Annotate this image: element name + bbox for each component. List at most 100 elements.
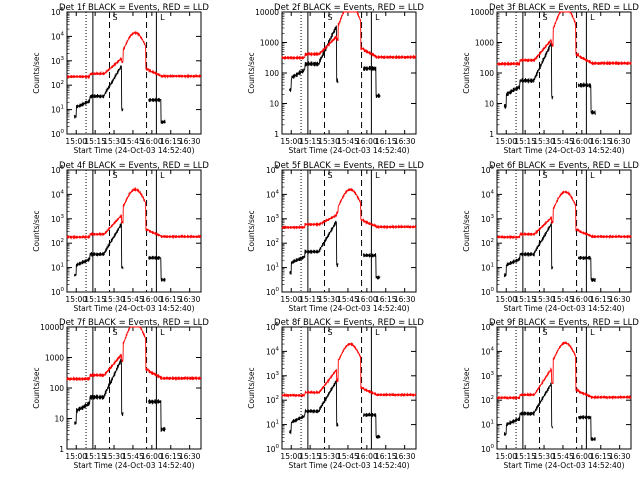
y-tick-label: 10000 <box>470 8 494 17</box>
series-events-line <box>288 25 381 98</box>
x-tick-label: 16:30 <box>179 452 201 461</box>
y-tick-label: 104 <box>51 189 65 199</box>
chart-panel-5: Det 5f BLACK = Events, RED = LLD15:0015:… <box>247 161 424 313</box>
y-tick-label: 103 <box>481 214 495 224</box>
x-tick-label: 16:00 <box>571 295 593 304</box>
marker-label-L: L <box>160 171 165 180</box>
x-tick-label: 15:00 <box>280 137 302 146</box>
y-tick-label: 103 <box>266 214 280 224</box>
y-axis-label: Counts/sec <box>462 367 471 408</box>
series-lld-line <box>281 341 417 399</box>
x-tick-label: 15:00 <box>495 295 517 304</box>
x-tick-label: 16:00 <box>141 137 163 146</box>
marker-label-S: S <box>328 13 333 22</box>
plot-frame <box>66 11 202 135</box>
x-tick-label: 15:00 <box>280 295 302 304</box>
plot-frame <box>496 326 632 450</box>
x-tick-label: 15:15 <box>514 137 536 146</box>
y-tick-label: 101 <box>51 263 64 273</box>
x-tick-label: 15:15 <box>514 452 536 461</box>
series-events-line <box>73 222 166 283</box>
y-tick-label: 10 <box>54 415 64 424</box>
y-tick-label: 104 <box>266 189 280 199</box>
x-tick-label: 15:45 <box>552 452 574 461</box>
y-tick-label: 100 <box>51 287 65 297</box>
series-lld-line <box>66 186 202 240</box>
y-tick-label: 10000 <box>40 323 64 332</box>
chart-title: Det 4f BLACK = Events, RED = LLD <box>59 161 209 171</box>
y-tick-label: 104 <box>51 31 65 41</box>
y-tick-label: 101 <box>481 263 494 273</box>
series-lld-line <box>66 326 202 382</box>
x-tick-label: 16:15 <box>375 295 397 304</box>
plot-frame <box>66 326 202 450</box>
y-axis-label: Counts/sec <box>462 52 471 93</box>
y-tick-label: 103 <box>51 56 65 66</box>
chart-title: Det 6f BLACK = Events, RED = LLD <box>489 161 639 171</box>
marker-label-S: S <box>113 171 118 180</box>
plot-frame <box>496 11 632 135</box>
y-tick-label: 105 <box>51 165 65 175</box>
x-tick-label: 15:15 <box>299 452 321 461</box>
y-tick-label: 1 <box>489 130 494 139</box>
chart-title: Det 3f BLACK = Events, RED = LLD <box>489 3 639 13</box>
y-tick-label: 101 <box>481 420 494 430</box>
y-tick-label: 102 <box>481 238 494 248</box>
x-tick-label: 15:45 <box>337 452 359 461</box>
x-tick-label: 15:30 <box>318 295 340 304</box>
x-tick-label: 16:30 <box>179 137 201 146</box>
y-tick-label: 102 <box>51 80 64 90</box>
y-tick-label: 1 <box>274 130 279 139</box>
x-tick-label: 16:15 <box>375 137 397 146</box>
x-tick-label: 15:45 <box>122 452 144 461</box>
chart-panel-4: Det 4f BLACK = Events, RED = LLD 15:0015:… <box>32 161 209 313</box>
y-tick-label: 101 <box>51 105 64 115</box>
x-tick-label: 15:45 <box>552 137 574 146</box>
x-tick-label: 16:15 <box>375 452 397 461</box>
series-events-line <box>503 382 596 442</box>
x-tick-label: 15:15 <box>299 295 321 304</box>
x-tick-label: 16:00 <box>356 137 378 146</box>
plot-frame <box>281 169 417 293</box>
series-lld-line <box>496 190 632 240</box>
x-tick-label: 16:30 <box>394 452 416 461</box>
y-tick-label: 103 <box>266 371 280 381</box>
x-tick-label: 15:15 <box>84 137 106 146</box>
y-tick-label: 100 <box>266 444 280 454</box>
x-tick-label: 15:45 <box>122 137 144 146</box>
plot-frame <box>496 169 632 293</box>
x-axis-label: Start Time (24-Oct-03 14:52:40) <box>503 461 624 470</box>
marker-label-L: L <box>375 328 380 337</box>
chart-title: Det 2f BLACK = Events, RED = LLD <box>274 3 424 13</box>
chart-panel-1: Det 1f BLACK = Events, RED = LLD15:0015:… <box>32 3 209 155</box>
chart-title: Det 5f BLACK = Events, RED = LLD <box>274 161 424 171</box>
x-tick-label: 15:00 <box>65 295 87 304</box>
y-axis-label: Counts/sec <box>32 210 41 251</box>
x-tick-label: 15:15 <box>84 295 106 304</box>
y-tick-label: 100 <box>265 69 280 78</box>
x-tick-label: 16:15 <box>590 452 612 461</box>
series-events-line <box>289 220 381 280</box>
chart-title: Det 9f BLACK = Events, RED = LLD <box>489 318 639 328</box>
y-tick-label: 104 <box>481 346 495 356</box>
marker-label-S: S <box>328 328 333 337</box>
marker-label-S: S <box>543 328 548 337</box>
x-tick-label: 15:15 <box>84 452 106 461</box>
x-axis-label: Start Time (24-Oct-03 14:52:40) <box>288 146 409 155</box>
x-tick-label: 15:30 <box>318 137 340 146</box>
y-tick-label: 1000 <box>45 354 64 363</box>
y-tick-label: 100 <box>481 287 495 297</box>
y-tick-label: 100 <box>481 444 495 454</box>
y-axis-label: Counts/sec <box>247 367 256 408</box>
chart-title: Det 8f BLACK = Events, RED = LLD <box>274 318 424 328</box>
y-tick-label: 102 <box>266 238 279 248</box>
series-lld-line <box>281 10 417 60</box>
x-tick-label: 15:45 <box>337 295 359 304</box>
x-axis-label: Start Time (24-Oct-03 14:52:40) <box>73 146 194 155</box>
x-tick-label: 15:45 <box>552 295 574 304</box>
chart-panel-6: Det 6f BLACK = Events, RED = LLD 15:00 15:… <box>462 161 639 313</box>
series-events-line <box>503 42 596 115</box>
marker-label-S: S <box>543 171 548 180</box>
y-tick-label: 1000 <box>475 39 494 48</box>
